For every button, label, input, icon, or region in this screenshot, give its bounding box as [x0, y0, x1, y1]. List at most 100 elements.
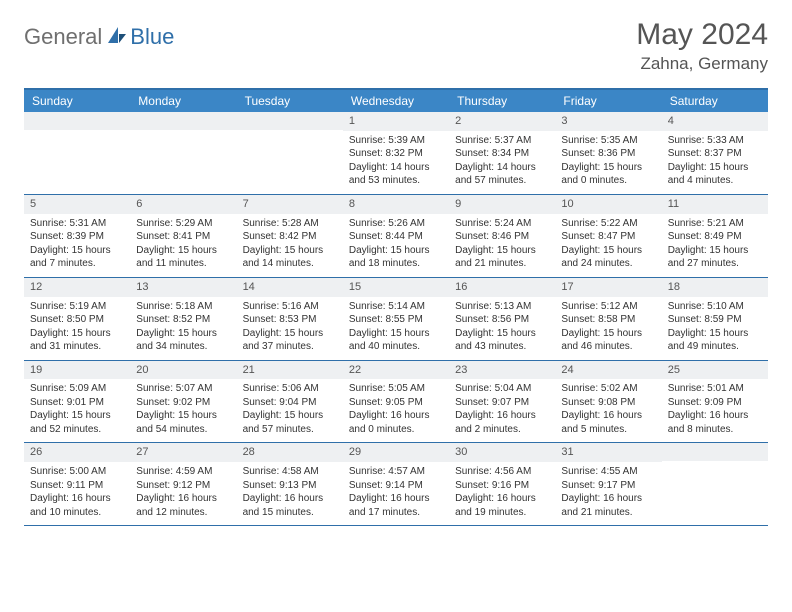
day-cell: 25Sunrise: 5:01 AMSunset: 9:09 PMDayligh…: [662, 361, 768, 443]
daylight-line2: and 12 minutes.: [136, 506, 230, 520]
sunrise-text: Sunrise: 5:24 AM: [455, 217, 549, 231]
daylight-line1: Daylight: 14 hours: [349, 161, 443, 175]
sunset-text: Sunset: 9:05 PM: [349, 396, 443, 410]
logo-text-general: General: [24, 24, 102, 50]
sunset-text: Sunset: 8:34 PM: [455, 147, 549, 161]
weekday-header: Wednesday: [343, 90, 449, 112]
day-number: [662, 443, 768, 461]
calendar: SundayMondayTuesdayWednesdayThursdayFrid…: [24, 88, 768, 526]
day-cell: 8Sunrise: 5:26 AMSunset: 8:44 PMDaylight…: [343, 195, 449, 277]
day-number: 23: [449, 361, 555, 380]
daylight-line2: and 40 minutes.: [349, 340, 443, 354]
day-number: 24: [555, 361, 661, 380]
day-cell: 12Sunrise: 5:19 AMSunset: 8:50 PMDayligh…: [24, 278, 130, 360]
daylight-line1: Daylight: 16 hours: [455, 409, 549, 423]
weekday-header: Friday: [555, 90, 661, 112]
day-cell: 9Sunrise: 5:24 AMSunset: 8:46 PMDaylight…: [449, 195, 555, 277]
day-number: 31: [555, 443, 661, 462]
day-cell: 17Sunrise: 5:12 AMSunset: 8:58 PMDayligh…: [555, 278, 661, 360]
daylight-line2: and 54 minutes.: [136, 423, 230, 437]
day-cell: 11Sunrise: 5:21 AMSunset: 8:49 PMDayligh…: [662, 195, 768, 277]
sunrise-text: Sunrise: 5:16 AM: [243, 300, 337, 314]
logo-text-blue: Blue: [130, 24, 174, 50]
daylight-line2: and 57 minutes.: [243, 423, 337, 437]
sunrise-text: Sunrise: 5:00 AM: [30, 465, 124, 479]
day-cell: 29Sunrise: 4:57 AMSunset: 9:14 PMDayligh…: [343, 443, 449, 525]
sunrise-text: Sunrise: 5:21 AM: [668, 217, 762, 231]
day-cell: 24Sunrise: 5:02 AMSunset: 9:08 PMDayligh…: [555, 361, 661, 443]
day-number: 21: [237, 361, 343, 380]
day-number: 20: [130, 361, 236, 380]
sunrise-text: Sunrise: 5:35 AM: [561, 134, 655, 148]
day-number: 30: [449, 443, 555, 462]
sunset-text: Sunset: 8:58 PM: [561, 313, 655, 327]
daylight-line1: Daylight: 15 hours: [561, 161, 655, 175]
week-row: 19Sunrise: 5:09 AMSunset: 9:01 PMDayligh…: [24, 361, 768, 444]
day-number: 5: [24, 195, 130, 214]
daylight-line1: Daylight: 16 hours: [243, 492, 337, 506]
day-number: 16: [449, 278, 555, 297]
day-number: 1: [343, 112, 449, 131]
day-cell: 19Sunrise: 5:09 AMSunset: 9:01 PMDayligh…: [24, 361, 130, 443]
daylight-line1: Daylight: 16 hours: [561, 409, 655, 423]
day-number: 18: [662, 278, 768, 297]
sunrise-text: Sunrise: 4:59 AM: [136, 465, 230, 479]
sunset-text: Sunset: 8:59 PM: [668, 313, 762, 327]
sunrise-text: Sunrise: 5:06 AM: [243, 382, 337, 396]
daylight-line1: Daylight: 16 hours: [561, 492, 655, 506]
day-number: [237, 112, 343, 130]
week-row: 1Sunrise: 5:39 AMSunset: 8:32 PMDaylight…: [24, 112, 768, 195]
empty-cell: [237, 112, 343, 194]
daylight-line2: and 2 minutes.: [455, 423, 549, 437]
daylight-line2: and 5 minutes.: [561, 423, 655, 437]
sunrise-text: Sunrise: 4:55 AM: [561, 465, 655, 479]
day-cell: 26Sunrise: 5:00 AMSunset: 9:11 PMDayligh…: [24, 443, 130, 525]
sunrise-text: Sunrise: 5:07 AM: [136, 382, 230, 396]
sunrise-text: Sunrise: 5:22 AM: [561, 217, 655, 231]
daylight-line2: and 24 minutes.: [561, 257, 655, 271]
daylight-line2: and 7 minutes.: [30, 257, 124, 271]
daylight-line2: and 21 minutes.: [561, 506, 655, 520]
day-cell: 28Sunrise: 4:58 AMSunset: 9:13 PMDayligh…: [237, 443, 343, 525]
sunset-text: Sunset: 9:07 PM: [455, 396, 549, 410]
sunset-text: Sunset: 8:49 PM: [668, 230, 762, 244]
day-number: 9: [449, 195, 555, 214]
sunset-text: Sunset: 8:44 PM: [349, 230, 443, 244]
daylight-line1: Daylight: 15 hours: [455, 327, 549, 341]
logo: General Blue: [24, 24, 174, 50]
daylight-line2: and 43 minutes.: [455, 340, 549, 354]
month-title: May 2024: [636, 18, 768, 52]
daylight-line1: Daylight: 15 hours: [243, 244, 337, 258]
day-number: 3: [555, 112, 661, 131]
day-number: 11: [662, 195, 768, 214]
day-number: 26: [24, 443, 130, 462]
daylight-line2: and 34 minutes.: [136, 340, 230, 354]
sunrise-text: Sunrise: 5:31 AM: [30, 217, 124, 231]
sunset-text: Sunset: 9:01 PM: [30, 396, 124, 410]
page-header: General Blue May 2024 Zahna, Germany: [24, 18, 768, 74]
daylight-line2: and 37 minutes.: [243, 340, 337, 354]
sunset-text: Sunset: 9:08 PM: [561, 396, 655, 410]
weekday-header: Monday: [130, 90, 236, 112]
daylight-line1: Daylight: 15 hours: [561, 327, 655, 341]
daylight-line2: and 52 minutes.: [30, 423, 124, 437]
sunset-text: Sunset: 9:16 PM: [455, 479, 549, 493]
daylight-line2: and 27 minutes.: [668, 257, 762, 271]
weekday-header: Saturday: [662, 90, 768, 112]
daylight-line1: Daylight: 16 hours: [136, 492, 230, 506]
sunrise-text: Sunrise: 5:05 AM: [349, 382, 443, 396]
sunset-text: Sunset: 9:04 PM: [243, 396, 337, 410]
sunset-text: Sunset: 8:41 PM: [136, 230, 230, 244]
daylight-line2: and 17 minutes.: [349, 506, 443, 520]
daylight-line1: Daylight: 15 hours: [668, 327, 762, 341]
week-row: 5Sunrise: 5:31 AMSunset: 8:39 PMDaylight…: [24, 195, 768, 278]
day-cell: 6Sunrise: 5:29 AMSunset: 8:41 PMDaylight…: [130, 195, 236, 277]
sunset-text: Sunset: 8:50 PM: [30, 313, 124, 327]
day-cell: 4Sunrise: 5:33 AMSunset: 8:37 PMDaylight…: [662, 112, 768, 194]
day-number: 15: [343, 278, 449, 297]
day-cell: 13Sunrise: 5:18 AMSunset: 8:52 PMDayligh…: [130, 278, 236, 360]
day-number: 10: [555, 195, 661, 214]
sunrise-text: Sunrise: 4:58 AM: [243, 465, 337, 479]
daylight-line1: Daylight: 15 hours: [30, 409, 124, 423]
daylight-line2: and 57 minutes.: [455, 174, 549, 188]
